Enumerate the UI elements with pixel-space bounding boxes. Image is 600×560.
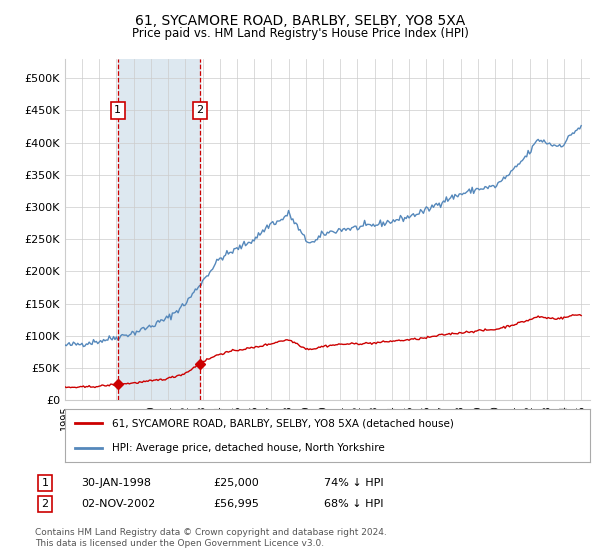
Text: 1: 1	[41, 478, 49, 488]
Text: 02-NOV-2002: 02-NOV-2002	[81, 499, 155, 509]
Text: HPI: Average price, detached house, North Yorkshire: HPI: Average price, detached house, Nort…	[112, 442, 385, 452]
Text: 2: 2	[196, 105, 203, 115]
Text: 74% ↓ HPI: 74% ↓ HPI	[324, 478, 383, 488]
Bar	[118, 59, 200, 400]
Text: 2: 2	[41, 499, 49, 509]
Text: 61, SYCAMORE ROAD, BARLBY, SELBY, YO8 5XA (detached house): 61, SYCAMORE ROAD, BARLBY, SELBY, YO8 5X…	[112, 418, 454, 428]
Text: 61, SYCAMORE ROAD, BARLBY, SELBY, YO8 5XA: 61, SYCAMORE ROAD, BARLBY, SELBY, YO8 5X…	[135, 14, 465, 28]
Text: 1: 1	[115, 105, 121, 115]
Text: 68% ↓ HPI: 68% ↓ HPI	[324, 499, 383, 509]
Text: Contains HM Land Registry data © Crown copyright and database right 2024.
This d: Contains HM Land Registry data © Crown c…	[35, 528, 386, 548]
Text: £56,995: £56,995	[213, 499, 259, 509]
Text: 30-JAN-1998: 30-JAN-1998	[81, 478, 151, 488]
Text: Price paid vs. HM Land Registry's House Price Index (HPI): Price paid vs. HM Land Registry's House …	[131, 27, 469, 40]
Text: £25,000: £25,000	[213, 478, 259, 488]
